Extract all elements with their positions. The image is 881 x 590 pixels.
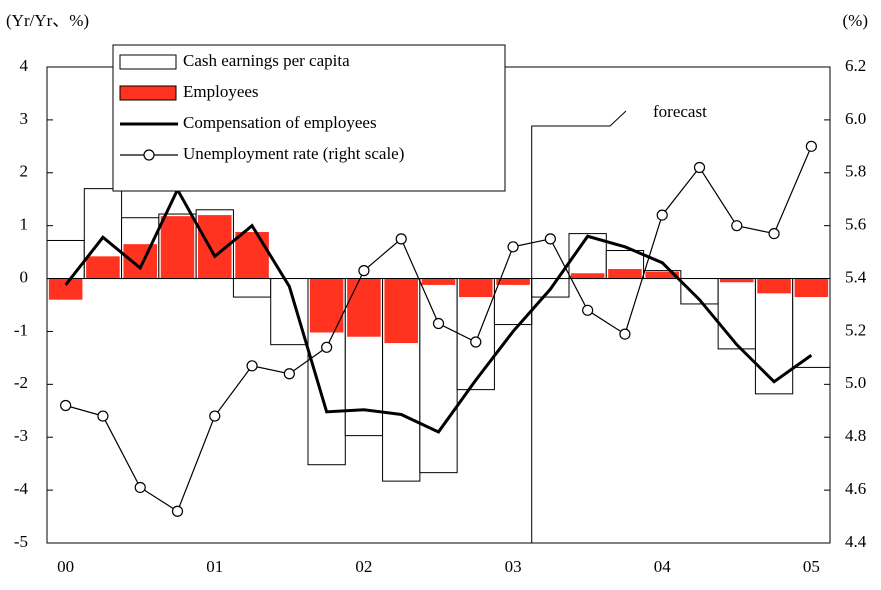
- bar: [645, 271, 679, 279]
- x-tick-label: 03: [505, 557, 522, 576]
- legend-label: Compensation of employees: [183, 113, 377, 132]
- marker: [134, 481, 146, 494]
- bar: [160, 216, 195, 279]
- legend-swatch: [119, 54, 177, 70]
- legend-label: Employees: [183, 82, 259, 101]
- y2-tick-label: 4.8: [845, 426, 866, 445]
- x-tick-label: 04: [654, 557, 672, 576]
- y2-tick-label: 5.8: [845, 162, 866, 181]
- y-tick-label: -2: [14, 373, 28, 392]
- marker: [246, 360, 258, 372]
- y-tick-label: 4: [20, 56, 29, 75]
- marker: [619, 328, 631, 340]
- y2-axis-label: (%): [843, 11, 868, 30]
- y2-tick-label: 6.0: [845, 109, 866, 128]
- bar: [123, 244, 157, 279]
- y-axis-label: (Yr/Yr、%): [6, 11, 89, 30]
- bar: [717, 278, 756, 350]
- legend-label: Unemployment rate (right scale): [183, 144, 404, 163]
- line: [64, 186, 813, 434]
- marker: [805, 140, 817, 152]
- y-tick-label: 3: [20, 109, 29, 128]
- marker: [470, 336, 482, 348]
- y2-tick-label: 5.2: [845, 320, 866, 339]
- marker: [321, 341, 333, 353]
- marker: [656, 209, 668, 221]
- x-tick-label: 02: [355, 557, 372, 576]
- bar: [235, 232, 269, 279]
- bar: [757, 278, 791, 294]
- bar: [232, 278, 272, 298]
- y-tick-label: -5: [14, 532, 28, 551]
- legend-box: [112, 44, 506, 192]
- marker: [171, 505, 184, 517]
- y-tick-label: 1: [20, 215, 29, 234]
- bar: [347, 278, 381, 337]
- bar: [384, 278, 418, 344]
- y2-tick-label: 5.0: [845, 373, 866, 392]
- bar: [720, 278, 754, 283]
- bar: [419, 278, 458, 474]
- annotation: forecast: [653, 102, 707, 121]
- legend-marker: [143, 149, 155, 161]
- y2-tick-label: 5.4: [845, 267, 867, 286]
- bar: [48, 278, 83, 300]
- marker: [582, 304, 594, 316]
- y2-tick-label: 6.2: [845, 56, 866, 75]
- bar: [421, 278, 456, 285]
- legend-swatch: [119, 85, 177, 101]
- y2-tick-label: 5.6: [845, 215, 866, 234]
- y2-tick-label: 4.6: [845, 479, 866, 498]
- bar: [459, 278, 493, 298]
- marker: [283, 368, 295, 380]
- x-tick-label: 05: [803, 557, 820, 576]
- y-tick-label: -3: [14, 426, 28, 445]
- marker: [358, 265, 370, 277]
- marker: [395, 233, 407, 245]
- marker: [768, 228, 780, 240]
- y-tick-label: -1: [14, 320, 28, 339]
- bar: [496, 278, 530, 285]
- marker: [97, 410, 109, 422]
- legend-label: Cash earnings per capita: [183, 51, 350, 70]
- y2-tick-label: 4.4: [845, 532, 867, 551]
- marker: [209, 410, 221, 422]
- bar: [754, 278, 794, 395]
- x-tick-label: 00: [57, 557, 74, 576]
- marker: [544, 233, 556, 245]
- bar: [86, 256, 120, 279]
- forecast-marker: [531, 110, 627, 543]
- y-tick-label: -4: [14, 479, 29, 498]
- y-tick-label: 2: [20, 162, 29, 181]
- x-tick-label: 01: [206, 557, 223, 576]
- bar: [46, 239, 85, 280]
- marker: [693, 161, 706, 174]
- marker: [60, 399, 72, 412]
- bar: [794, 278, 829, 298]
- marker: [507, 241, 519, 253]
- marker: [731, 220, 743, 232]
- bar: [570, 273, 605, 279]
- y-tick-label: 0: [20, 267, 29, 286]
- bar: [608, 269, 642, 279]
- marker: [432, 317, 445, 330]
